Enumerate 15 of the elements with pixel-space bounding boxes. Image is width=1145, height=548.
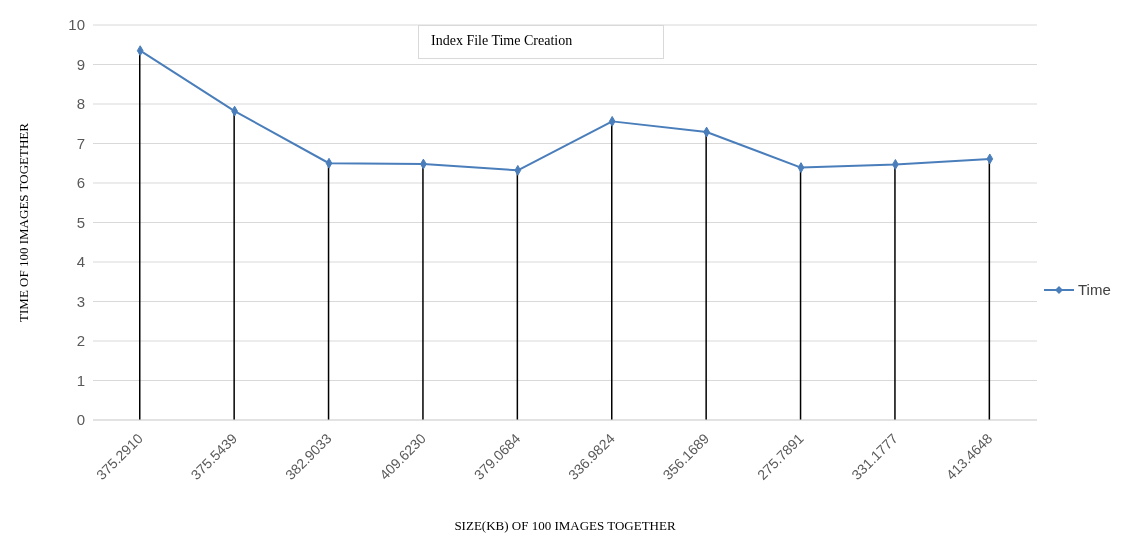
y-tick-label: 1	[76, 371, 85, 389]
y-tick-label: 7	[76, 134, 85, 152]
y-tick-label: 3	[76, 292, 85, 310]
x-axis-title: SIZE(KB) OF 100 IMAGES TOGETHER	[454, 518, 676, 533]
y-axis-title: TIME OF 100 IMAGES TOGETHER	[15, 122, 31, 322]
y-tick-label: 10	[68, 16, 85, 34]
y-tick-label: 2	[76, 332, 85, 350]
y-tick-label: 5	[76, 213, 85, 231]
y-tick-label: 6	[76, 174, 85, 192]
y-tick-label: 8	[76, 95, 85, 113]
y-tick-label: 0	[76, 411, 85, 429]
y-tick-label: 9	[76, 55, 85, 73]
y-tick-label: 4	[76, 253, 85, 271]
text: Index File Time Creation	[431, 33, 573, 49]
legend-label: Time	[1078, 281, 1111, 298]
